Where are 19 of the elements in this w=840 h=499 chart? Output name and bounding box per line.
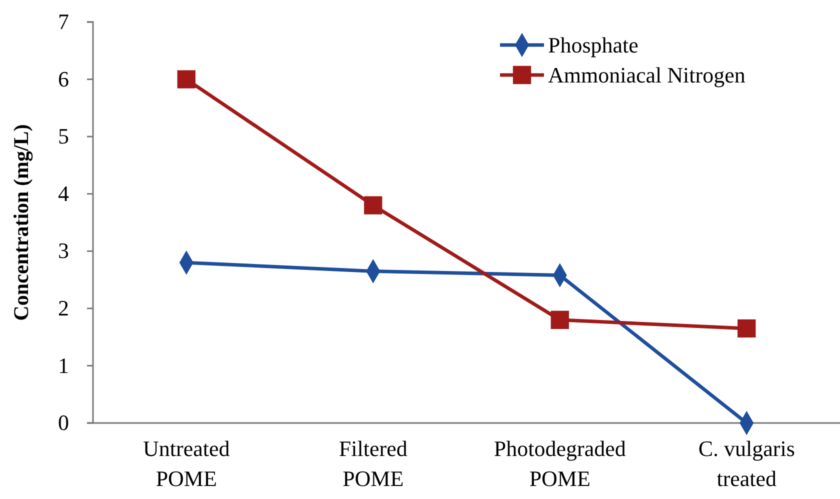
point xyxy=(364,196,382,214)
y-tick-label: 2 xyxy=(58,295,69,320)
y-tick-label: 6 xyxy=(58,66,69,92)
y-tick-label: 1 xyxy=(58,352,69,378)
legend-label: Ammoniacal Nitrogen xyxy=(548,62,746,88)
x-tick-label: Photodegraded POME xyxy=(494,436,626,491)
legend-label: Phosphate xyxy=(548,32,638,58)
x-tick-label: C. vulgaris treated xyxy=(698,436,795,491)
x-tick-label: Untreated POME xyxy=(143,436,230,491)
y-tick-label: 5 xyxy=(58,124,69,149)
point xyxy=(550,310,569,329)
y-tick-label: 3 xyxy=(58,238,69,264)
y-axis-title: Concentration (mg/L) xyxy=(9,124,33,321)
point xyxy=(738,319,756,338)
point xyxy=(177,70,196,88)
y-tick-label: 4 xyxy=(58,180,69,206)
x-tick-label: Filtered POME xyxy=(338,436,408,491)
y-tick-label: 0 xyxy=(58,410,69,436)
y-tick-label: 7 xyxy=(58,9,69,34)
